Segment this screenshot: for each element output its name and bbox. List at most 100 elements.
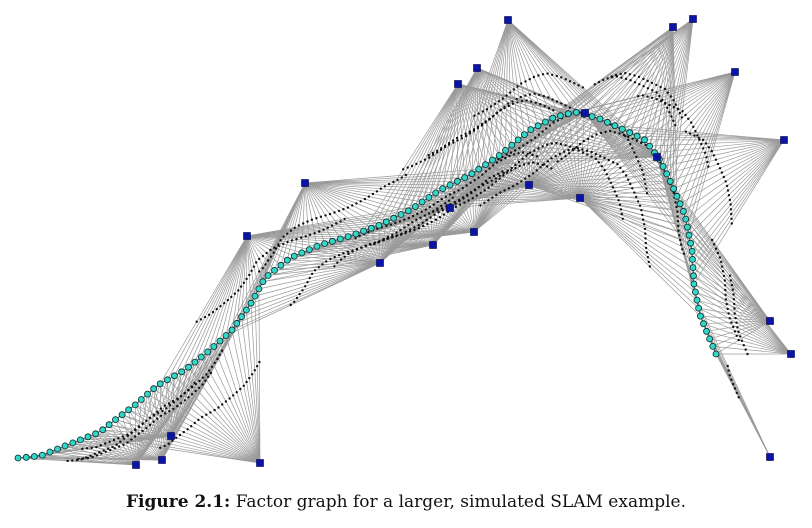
observation-factor [635, 195, 638, 199]
observation-edge [213, 346, 261, 464]
observation-factor [430, 220, 433, 224]
observation-edge [301, 252, 381, 264]
observation-edge [457, 83, 525, 135]
observation-edge [435, 83, 459, 193]
pose-node [495, 152, 503, 159]
observation-edge [280, 182, 306, 266]
observation-factor [109, 448, 112, 452]
observation-factor [209, 371, 213, 375]
observation-factor [503, 189, 506, 192]
observation-edge [294, 255, 381, 264]
observation-factor [581, 148, 584, 151]
observation-factor [248, 376, 251, 380]
landmark-node [689, 15, 697, 23]
observation-edge [102, 429, 163, 461]
observation-factor [502, 172, 505, 175]
observation-factor [75, 458, 79, 462]
observation-factor [620, 76, 623, 79]
observation-factor [113, 447, 116, 450]
observation-edge [476, 67, 519, 141]
observation-factor [697, 136, 700, 139]
observation-factor [186, 428, 189, 431]
observation-edge [246, 225, 379, 237]
observation-factor [477, 185, 480, 189]
landmark-node [787, 350, 795, 358]
observation-factor [451, 196, 454, 199]
observation-edge [432, 117, 553, 246]
observation-factor [396, 178, 399, 182]
observation-edge [80, 439, 137, 466]
pose-node [542, 118, 549, 126]
observation-factor [423, 158, 427, 161]
observation-edge [274, 262, 381, 271]
observation-edge [200, 356, 261, 464]
observation-factor [367, 230, 370, 234]
observation-factor [421, 221, 424, 224]
observation-factor [594, 152, 598, 156]
observation-factor [468, 132, 472, 135]
pose-node [191, 358, 199, 366]
observation-factor [66, 459, 69, 463]
observation-factor [560, 157, 563, 160]
observation-factor [692, 125, 695, 128]
pose-node [646, 142, 653, 150]
observation-edge [286, 182, 306, 261]
pose-node [453, 177, 461, 185]
observation-factor [714, 158, 718, 161]
observation-factor [621, 217, 624, 220]
observation-factor [245, 380, 248, 384]
observation-factor [432, 153, 435, 157]
pose-node [375, 221, 383, 229]
observation-factor [724, 293, 727, 296]
observation-factor [605, 173, 608, 176]
pose-node [14, 454, 22, 462]
observation-edge [473, 114, 585, 233]
observation-factor [148, 416, 152, 420]
observation-edge [194, 361, 261, 464]
observation-factor [453, 191, 456, 194]
observation-edge [691, 251, 771, 322]
observation-edge [579, 197, 696, 293]
observation-factor [339, 220, 342, 223]
pose-node [382, 218, 390, 226]
observation-factor [454, 205, 458, 208]
observation-factor [643, 178, 646, 181]
pose-node [118, 411, 126, 419]
observation-edge [379, 197, 430, 264]
observation-edge [414, 67, 478, 207]
pose-node [557, 112, 564, 120]
observation-edge [304, 182, 325, 244]
observation-factor [153, 414, 156, 417]
observation-factor [604, 130, 607, 134]
observation-factor [481, 110, 485, 113]
observation-edge [449, 83, 459, 186]
observation-factor [484, 170, 488, 173]
observation-factor [104, 442, 107, 445]
observation-edge [552, 118, 581, 199]
pose-node [676, 200, 684, 208]
observation-factor [733, 330, 737, 333]
observation-edge [200, 235, 248, 358]
observation-edge [236, 323, 261, 464]
observation-factor [616, 163, 619, 166]
pose-node [502, 146, 509, 154]
observation-factor [581, 151, 585, 154]
observation-factor [207, 375, 210, 379]
observation-factor [90, 446, 93, 450]
observation-edge [649, 139, 785, 147]
pose-node [69, 439, 77, 447]
observation-factor [221, 403, 224, 406]
observation-factor [197, 418, 200, 422]
pose-node [700, 320, 707, 328]
observation-edge [304, 182, 372, 229]
observation-factor [739, 335, 742, 338]
observation-edge [250, 262, 381, 304]
observation-factor [479, 191, 482, 195]
observation-edge [579, 135, 638, 199]
observation-edge [715, 353, 771, 458]
observation-edge [304, 182, 429, 198]
observation-factor [321, 263, 324, 266]
observation-factor [395, 231, 398, 234]
observation-edge [246, 235, 252, 304]
